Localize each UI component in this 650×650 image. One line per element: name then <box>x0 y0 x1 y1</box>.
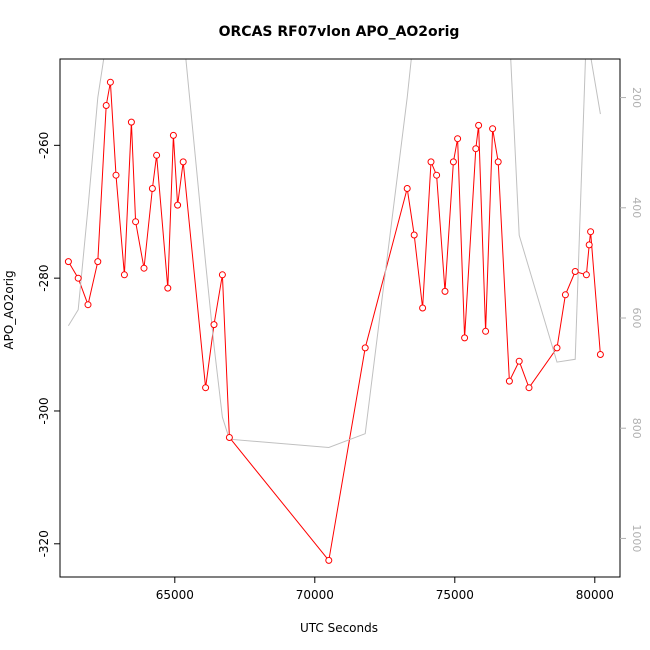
data-point <box>461 334 469 342</box>
series-line-0 <box>67 82 601 562</box>
data-point <box>84 301 92 309</box>
data-point <box>525 384 533 392</box>
data-point <box>94 258 102 266</box>
data-point <box>325 556 333 564</box>
data-point <box>472 145 480 153</box>
plot-frame <box>59 58 621 578</box>
data-point <box>140 264 148 272</box>
plot-area <box>67 59 601 562</box>
data-point <box>112 171 120 179</box>
data-point <box>489 125 497 133</box>
chart-title: ORCAS RF07vlon APO_AO2orig <box>219 24 460 40</box>
y2-tick-label: 400 <box>630 197 643 218</box>
data-point <box>441 287 449 295</box>
data-point <box>505 377 513 385</box>
y2-tick-label: 200 <box>630 87 643 108</box>
data-point <box>210 321 218 329</box>
x-tick-label: 70000 <box>296 588 334 602</box>
data-point <box>148 185 156 192</box>
data-point <box>515 357 523 365</box>
data-point <box>561 291 569 299</box>
data-point <box>585 241 593 249</box>
data-point <box>179 158 187 166</box>
data-point <box>587 228 595 236</box>
y2-tick-label: 1000 <box>630 524 643 552</box>
data-point <box>553 344 561 352</box>
data-point <box>164 284 172 292</box>
y-tick-label: -320 <box>37 530 51 557</box>
x-tick-label: 65000 <box>156 588 194 602</box>
data-point <box>427 158 435 166</box>
x-tick-label: 75000 <box>436 588 474 602</box>
y-tick-label: -280 <box>37 265 51 292</box>
data-point <box>571 268 579 275</box>
data-point <box>218 271 226 279</box>
y-tick-label: -300 <box>37 397 51 424</box>
data-point <box>475 121 483 129</box>
data-point <box>106 78 114 86</box>
data-point <box>202 384 210 392</box>
data-point <box>596 351 604 358</box>
x-tick-label: 80000 <box>576 588 614 602</box>
y2-tick-label: 600 <box>630 308 643 329</box>
data-point <box>482 327 490 335</box>
data-point <box>419 304 427 312</box>
x-axis-label: UTC Seconds <box>300 621 378 635</box>
data-point <box>64 258 72 266</box>
data-point <box>494 158 502 166</box>
data-point <box>132 218 140 226</box>
data-point <box>361 344 369 352</box>
plot-layer <box>64 59 604 564</box>
series-line-1 <box>67 59 601 449</box>
data-point <box>102 102 110 109</box>
data-point <box>120 271 128 279</box>
data-point <box>454 135 462 143</box>
data-point <box>225 434 233 441</box>
y-tick-label: -260 <box>37 132 51 159</box>
data-point <box>403 185 411 192</box>
y-axis-label: APO_AO2orig <box>2 270 16 349</box>
axes-layer: 65000 70000 75000 80000 -320 -300 -280 -260 200 4… <box>37 58 643 602</box>
data-point <box>582 271 590 279</box>
data-point <box>127 118 135 126</box>
data-point <box>153 151 161 159</box>
data-point <box>410 231 418 239</box>
data-point <box>433 171 441 179</box>
data-point <box>74 274 82 282</box>
data-point <box>449 158 457 166</box>
data-point <box>169 131 177 139</box>
y2-tick-label: 800 <box>630 418 643 439</box>
data-point <box>174 201 182 209</box>
